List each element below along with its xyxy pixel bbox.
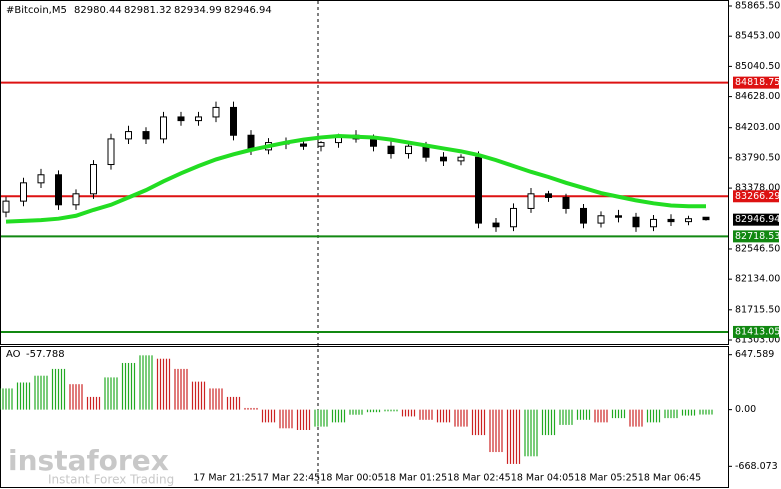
watermark-tagline: Instant Forex Trading: [48, 473, 174, 487]
level-tag: [733, 230, 779, 243]
candle-body: [562, 196, 570, 209]
candle-body: [405, 145, 412, 155]
time-label: 18 Mar 02:45: [447, 473, 510, 484]
candle-body: [317, 142, 325, 147]
level-label: 82718.53: [735, 231, 780, 242]
candle-body: [107, 138, 115, 166]
candle-body: [2, 200, 10, 213]
ao-tick-label: -668.073: [735, 461, 778, 472]
candle-body: [387, 145, 395, 155]
level-label: 81413.05: [735, 326, 780, 337]
time-label: 17 Mar 22:45: [257, 473, 320, 484]
level-tag: [733, 190, 779, 203]
candle-body: [492, 222, 500, 228]
header-ohlc: 82980.44: [74, 5, 122, 16]
candle-body: [142, 131, 150, 140]
candle-body: [20, 182, 27, 202]
price-panel: [0, 0, 729, 345]
header-ohlc: 82981.32: [124, 5, 172, 16]
candle-body: [650, 218, 657, 228]
candle-body: [37, 174, 45, 184]
candle-body: [72, 193, 80, 206]
time-label: 18 Mar 01:25: [384, 473, 447, 484]
candle-body: [702, 216, 710, 221]
candle-body: [55, 174, 62, 206]
y-tick-label: 85040.50: [735, 61, 780, 72]
candle-body: [475, 156, 482, 224]
candle-body: [510, 207, 517, 228]
candle-body: [667, 218, 675, 223]
candle-body: [230, 106, 237, 136]
header: #Bitcoin,M5: [6, 5, 67, 16]
candle-body: [300, 143, 307, 147]
y-tick-label: 81303.00: [735, 335, 780, 346]
y-tick-label: 85453.00: [735, 31, 780, 42]
y-tick-label: 83790.50: [735, 152, 780, 163]
ao-last: -57.788: [26, 349, 65, 360]
time-label: 18 Mar 04:05: [511, 473, 574, 484]
candle-body: [212, 106, 220, 118]
level-label: 84818.75: [735, 77, 780, 88]
level-label: 83266.29: [735, 191, 780, 202]
time-label: 17 Mar 21:25: [193, 473, 256, 484]
ao-tick-label: 0.00: [735, 404, 756, 415]
ao-panel: [0, 346, 729, 488]
candle-body: [580, 207, 587, 224]
ao-name: AO: [6, 349, 21, 360]
candle-body: [125, 131, 132, 140]
candle-body: [440, 156, 447, 162]
current-price: 82946.94: [735, 214, 780, 225]
ao-tick-label: 647.589: [735, 349, 774, 360]
y-tick-label: 83378.00: [735, 183, 780, 194]
candle-body: [370, 138, 377, 147]
watermark-brand: instaforex: [8, 444, 169, 477]
y-tick-label: 85865.50: [735, 1, 780, 12]
candle-body: [90, 164, 97, 195]
header-ohlc: 82934.99: [174, 5, 222, 16]
y-tick-label: 82546.50: [735, 243, 780, 254]
y-tick-label: 84203.00: [735, 122, 780, 133]
y-tick-label: 81715.50: [735, 304, 780, 315]
level-tag: [733, 76, 779, 89]
level-tag: [733, 325, 779, 338]
candle-body: [177, 116, 185, 122]
price-tag: [733, 213, 779, 226]
candle-body: [615, 215, 622, 218]
candle-body: [597, 215, 605, 224]
candle-body: [457, 156, 465, 162]
time-label: 18 Mar 05:25: [574, 473, 637, 484]
candle-body: [632, 216, 640, 228]
time-label: 18 Mar 00:05: [320, 473, 383, 484]
y-tick-label: 82134.00: [735, 274, 780, 285]
time-label: 18 Mar 06:45: [638, 473, 701, 484]
candle-body: [160, 116, 167, 140]
header-ohlc: 82946.94: [224, 5, 272, 16]
symbol: #Bitcoin,M5: [6, 5, 67, 16]
candle-body: [685, 218, 692, 223]
y-tick-label: 84628.00: [735, 91, 780, 102]
moving-average: [5, 133, 706, 224]
candle-body: [527, 193, 535, 209]
candle-body: [195, 116, 202, 122]
candle-body: [545, 193, 552, 198]
